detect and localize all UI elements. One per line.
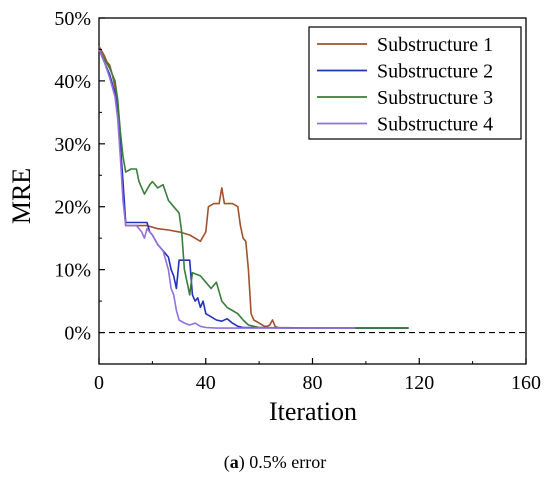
x-tick-label: 40	[196, 372, 216, 394]
series-line-substructure-4	[98, 49, 356, 329]
series-line-substructure-2	[98, 49, 409, 329]
series-lines	[98, 45, 409, 329]
y-tick-label: 30%	[54, 134, 91, 156]
legend-box	[308, 26, 522, 140]
y-tick-label: 10%	[54, 260, 91, 282]
y-tick-label: 0%	[64, 323, 91, 345]
series-line-substructure-3	[98, 49, 409, 329]
legend-label-substructure-2: Substructure 2	[377, 61, 493, 83]
legend: Substructure 1 Substructure 2 Substructure…	[308, 26, 522, 140]
mre-line-chart: 0 40 80 120 160 0% 10% 20% 30% 40% 50% Substructur…	[7, 8, 541, 426]
legend-label-substructure-4: Substructure 4	[377, 114, 493, 136]
caption-text: 0.5% error	[249, 452, 327, 472]
caption-label: a	[229, 452, 239, 472]
y-tick-label: 50%	[54, 8, 91, 30]
x-tick-label: 80	[303, 372, 323, 394]
y-tick-label: 40%	[54, 71, 91, 93]
x-axis-label: Iteration	[269, 397, 357, 426]
x-tick-label: 160	[511, 372, 541, 394]
x-tick-label: 120	[404, 372, 434, 394]
y-tick-label: 20%	[54, 197, 91, 219]
legend-label-substructure-1: Substructure 1	[377, 34, 493, 56]
axes: 0 40 80 120 160 0% 10% 20% 30% 40% 50%	[54, 8, 541, 394]
legend-label-substructure-3: Substructure 3	[377, 87, 493, 109]
figure-caption: (a) 0.5% error	[223, 452, 327, 472]
x-tick-label: 0	[94, 372, 104, 394]
y-axis-label: MRE	[7, 168, 36, 224]
